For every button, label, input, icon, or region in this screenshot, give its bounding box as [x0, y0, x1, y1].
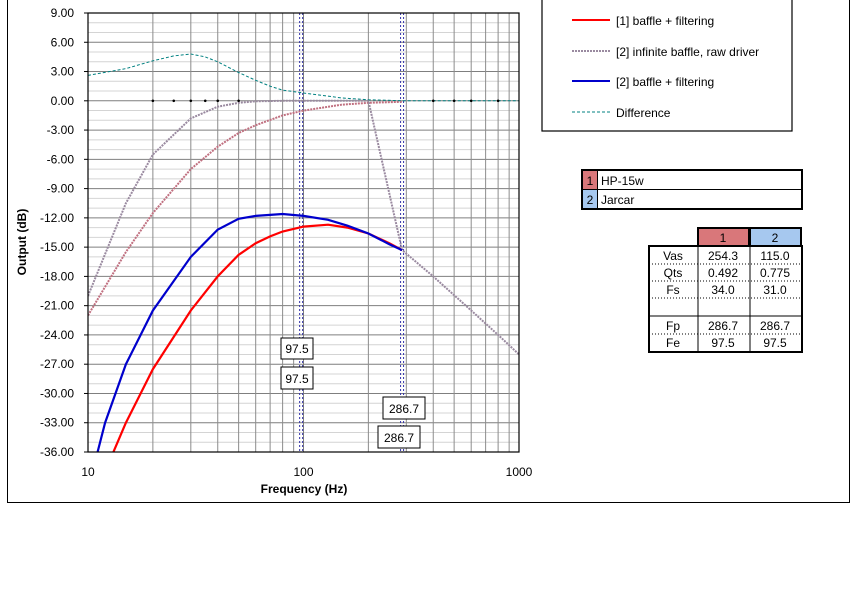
- marker-label-fe-2: 97.5: [280, 366, 314, 390]
- zero-line-dot: [431, 99, 435, 103]
- marker-label-fp-2-text: 286.7: [384, 431, 414, 445]
- y-tick-label: -30.00: [40, 386, 74, 400]
- zero-line-dot: [172, 99, 176, 103]
- y-tick-label: 6.00: [51, 35, 75, 49]
- marker-label-fp-1: 286.7: [382, 396, 426, 420]
- x-axis-label: Frequency (Hz): [261, 482, 348, 496]
- zero-line-dot: [496, 99, 500, 103]
- series-line-4: [88, 53, 519, 102]
- y-tick-label: -27.00: [40, 357, 74, 371]
- series-line-3: [96, 212, 403, 452]
- param-fe-2: 97.5: [763, 336, 787, 350]
- zero-line-dot: [151, 99, 155, 103]
- param-fs-label: Fs: [666, 283, 679, 297]
- y-tick-label: -18.00: [40, 269, 74, 283]
- parameter-table: 1 2 Vas 254.3 115.0 Qts 0.492 0.775 Fs 3…: [648, 227, 803, 353]
- param-vas-2: 115.0: [760, 249, 789, 263]
- param-col-2-label: 2: [772, 231, 779, 245]
- zero-line-dot: [237, 99, 240, 103]
- zero-line-dot: [469, 99, 473, 103]
- y-tick-label: -21.00: [40, 299, 74, 313]
- y-tick-label: -33.00: [40, 416, 74, 430]
- y-tick-label: -3.00: [47, 123, 75, 137]
- series-line-unlabeled: [88, 100, 403, 316]
- param-fp-label: Fp: [666, 319, 680, 333]
- driver-1-name: HP-15w: [601, 174, 644, 188]
- driver-2-swatch: [583, 190, 597, 208]
- zero-line-dot: [452, 99, 456, 103]
- legend: [1] baffle + filtering [2] infinite baff…: [541, 0, 793, 132]
- param-fe-label: Fe: [666, 336, 680, 350]
- zero-line-dot: [203, 99, 207, 103]
- y-tick-label: -36.00: [40, 445, 74, 459]
- param-qts-1: 0.492: [708, 266, 738, 280]
- param-qts-label: Qts: [664, 266, 683, 280]
- param-vas-label: Vas: [663, 249, 683, 263]
- param-vas-1: 254.3: [708, 249, 738, 263]
- param-fp-2: 286.7: [760, 319, 790, 333]
- driver-2-number: 2: [587, 193, 594, 207]
- driver-2-name: Jarcar: [601, 193, 634, 207]
- param-fp-1: 286.7: [708, 319, 738, 333]
- param-col-1-label: 1: [720, 231, 727, 245]
- y-tick-label: -12.00: [40, 211, 74, 225]
- y-tick-label: -24.00: [40, 328, 74, 342]
- y-tick-label: 3.00: [51, 65, 75, 79]
- y-tick-label: -9.00: [47, 182, 75, 196]
- x-tick-label: 100: [293, 465, 313, 479]
- driver-1-number: 1: [587, 174, 594, 188]
- x-tick-label: 1000: [506, 465, 533, 479]
- zero-line-dot: [216, 99, 220, 103]
- y-tick-label: -15.00: [40, 240, 74, 254]
- x-tick-label: 10: [81, 465, 95, 479]
- param-fs-1: 34.0: [711, 283, 735, 297]
- marker-label-fp-1-text: 286.7: [389, 402, 419, 416]
- marker-label-fe-1-text: 97.5: [285, 342, 309, 356]
- legend-label-2: [2] infinite baffle, raw driver: [616, 45, 759, 59]
- driver-list: 1 2 HP-15w Jarcar: [581, 169, 803, 210]
- zero-line-dot: [189, 99, 193, 103]
- marker-label-fp-2: 286.7: [377, 425, 421, 449]
- param-fe-1: 97.5: [711, 336, 735, 350]
- marker-label-fe-1: 97.5: [280, 337, 314, 360]
- legend-label-4: Difference: [616, 106, 671, 120]
- y-tick-label: -6.00: [47, 152, 75, 166]
- param-fs-2: 31.0: [763, 283, 787, 297]
- series-lines: [88, 53, 519, 452]
- legend-label-1: [1] baffle + filtering: [616, 14, 714, 28]
- legend-label-3: [2] baffle + filtering: [616, 75, 714, 89]
- y-tick-labels: 9.00 6.00 3.00 0.00 -3.00 -6.00 -9.00 -12.00 -15…: [40, 6, 88, 459]
- x-tick-labels: 10 100 1000: [81, 465, 532, 479]
- y-axis-label: Output (dB): [15, 209, 29, 276]
- marker-label-fe-2-text: 97.5: [285, 372, 309, 386]
- grid: [88, 12, 519, 453]
- plot-border: [87, 12, 520, 453]
- param-qts-2: 0.775: [760, 266, 790, 280]
- y-tick-label: 9.00: [51, 6, 75, 20]
- y-tick-label: 0.00: [51, 94, 75, 108]
- series-line-2: [88, 99, 519, 356]
- driver-1-swatch: [583, 171, 597, 189]
